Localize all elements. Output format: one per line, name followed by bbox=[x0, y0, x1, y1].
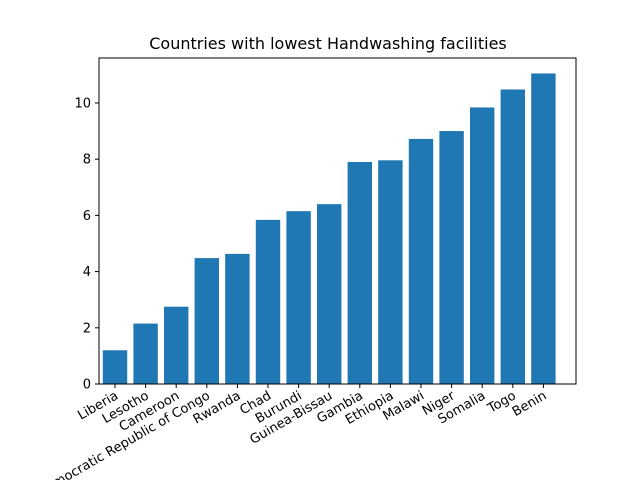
bar-liberia bbox=[102, 350, 128, 384]
y-tick-label: 2 bbox=[83, 321, 91, 336]
plot-frame bbox=[98, 57, 577, 385]
bar-lesotho bbox=[133, 323, 158, 384]
bars-group bbox=[102, 73, 556, 385]
y-axis: 0 2 4 6 8 10 bbox=[74, 96, 99, 393]
bar-benin bbox=[531, 73, 556, 385]
bar-cameroon bbox=[164, 306, 189, 384]
chart-title: Countries with lowest Handwashing facili… bbox=[149, 34, 507, 53]
bar-chad bbox=[255, 219, 281, 384]
bar-rwanda bbox=[225, 253, 250, 384]
y-tick-label: 8 bbox=[83, 153, 91, 168]
y-tick-label: 6 bbox=[83, 209, 91, 224]
bar-malawi bbox=[408, 138, 434, 384]
bar-gambia bbox=[347, 161, 372, 384]
y-tick-label: 0 bbox=[83, 378, 91, 393]
bar-somalia bbox=[470, 107, 495, 385]
bar-ethiopia bbox=[378, 160, 403, 384]
y-tick-label: 4 bbox=[83, 265, 91, 280]
bar-togo bbox=[500, 89, 525, 384]
y-tick-label: 10 bbox=[74, 96, 91, 111]
bar-guinea-bissau bbox=[317, 204, 342, 384]
bar-democratic-republic-of-congo bbox=[194, 258, 219, 384]
bar-niger bbox=[439, 131, 464, 384]
bar-burundi bbox=[286, 211, 311, 384]
